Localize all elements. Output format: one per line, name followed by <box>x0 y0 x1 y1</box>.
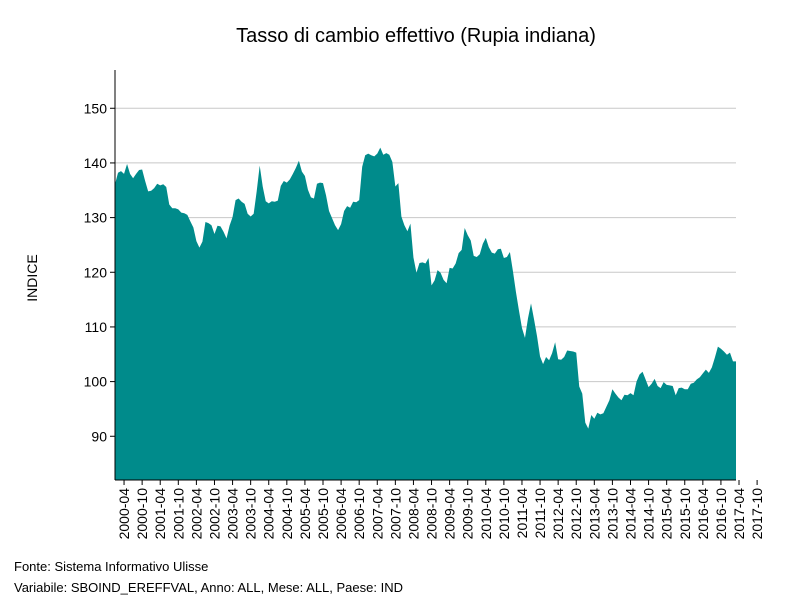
y-tick-labels: 90 100 110 120 130 140 150 <box>84 100 115 444</box>
y-tick-label-150: 150 <box>84 100 108 116</box>
y-tick-label-90: 90 <box>91 428 107 444</box>
x-tick-label-2007-04: 2007-04 <box>369 488 385 540</box>
x-tick-label-2015-10: 2015-10 <box>677 488 693 540</box>
x-tick-label-2004-10: 2004-10 <box>279 488 295 540</box>
x-tick-label-2000-10: 2000-10 <box>134 488 150 540</box>
x-tick-label-2002-10: 2002-10 <box>206 488 222 540</box>
x-tick-label-2002-04: 2002-04 <box>188 488 204 540</box>
x-tick-label-2016-10: 2016-10 <box>713 488 729 540</box>
axes <box>114 70 736 481</box>
x-tick-label-2009-10: 2009-10 <box>460 488 476 540</box>
x-tick-label-2008-04: 2008-04 <box>405 488 421 540</box>
x-tick-label-2012-04: 2012-04 <box>550 488 566 540</box>
x-tick-label-2001-10: 2001-10 <box>170 488 186 540</box>
x-tick-label-2017-10: 2017-10 <box>749 488 765 540</box>
chart-title: Tasso di cambio effettivo (Rupia indiana… <box>236 25 596 47</box>
y-tick-label-110: 110 <box>85 319 108 335</box>
x-tick-label-2001-04: 2001-04 <box>152 488 168 540</box>
series-area <box>115 147 736 480</box>
x-tick-label-2014-04: 2014-04 <box>622 488 638 540</box>
x-tick-label-2003-10: 2003-10 <box>243 488 259 540</box>
x-tick-label-2012-10: 2012-10 <box>568 488 584 540</box>
x-tick-label-2008-10: 2008-10 <box>424 488 440 540</box>
x-tick-label-2010-10: 2010-10 <box>496 488 512 540</box>
x-tick-label-2004-04: 2004-04 <box>261 488 277 540</box>
y-tick-label-130: 130 <box>84 210 108 226</box>
x-tick-label-2006-10: 2006-10 <box>351 488 367 540</box>
x-tick-label-2003-04: 2003-04 <box>225 488 241 540</box>
y-tick-label-140: 140 <box>84 155 108 171</box>
x-tick-label-2014-10: 2014-10 <box>641 488 657 540</box>
y-tick-label-120: 120 <box>84 264 108 280</box>
x-tick-label-2015-04: 2015-04 <box>659 488 675 540</box>
x-tick-label-2005-10: 2005-10 <box>315 488 331 540</box>
x-tick-label-2006-04: 2006-04 <box>333 488 349 540</box>
x-tick-label-2013-10: 2013-10 <box>604 488 620 540</box>
x-tick-label-2010-04: 2010-04 <box>478 488 494 540</box>
series-area-path <box>115 147 736 480</box>
x-tick-label-2011-04: 2011-04 <box>514 488 530 539</box>
x-tick-label-2005-04: 2005-04 <box>297 488 313 540</box>
y-tick-label-100: 100 <box>84 374 108 390</box>
x-tick-label-2009-04: 2009-04 <box>442 488 458 540</box>
y-axis-label: INDICE <box>24 254 40 301</box>
x-tick-labels: 2000-04 2000-10 2001-04 2001-10 2002-04 2002-… <box>116 480 765 539</box>
x-tick-label-2011-10: 2011-10 <box>532 488 548 539</box>
variables-note: Variabile: SBOIND_EREFFVAL, Anno: ALL, M… <box>14 580 403 595</box>
x-tick-label-2013-04: 2013-04 <box>586 488 602 540</box>
source-note: Fonte: Sistema Informativo Ulisse <box>14 559 209 574</box>
x-tick-label-2007-10: 2007-10 <box>387 488 403 540</box>
x-tick-label-2016-04: 2016-04 <box>695 488 711 540</box>
x-tick-label-2000-04: 2000-04 <box>116 488 132 540</box>
x-tick-label-2017-04: 2017-04 <box>731 488 747 540</box>
